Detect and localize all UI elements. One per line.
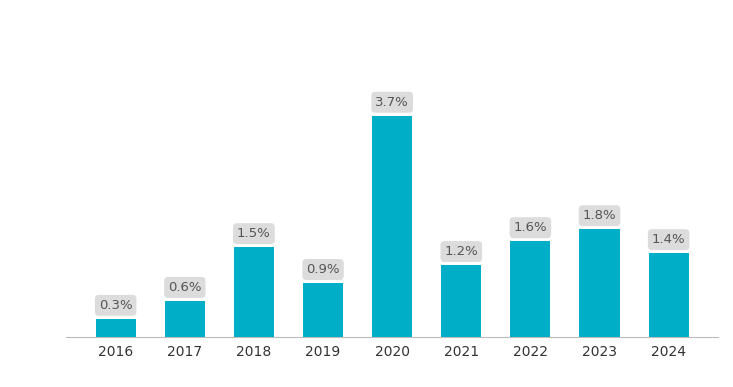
Bar (234, 247, 274, 337)
Text: 0.6%: 0.6% (168, 281, 202, 294)
Bar (95, 319, 136, 337)
Bar (649, 253, 689, 337)
Text: 0.9%: 0.9% (306, 263, 340, 276)
Bar (510, 241, 550, 337)
Text: 1.5%: 1.5% (237, 227, 270, 240)
Bar (372, 116, 412, 337)
Text: 0.3%: 0.3% (99, 299, 133, 312)
Text: % of flights cancelled (within 24hr before departure): % of flights cancelled (within 24hr befo… (98, 18, 635, 36)
Text: 1.2%: 1.2% (444, 245, 478, 258)
Bar (165, 301, 205, 337)
Text: 1.4%: 1.4% (652, 233, 685, 246)
Text: 3.7%: 3.7% (375, 96, 409, 109)
Bar (303, 283, 343, 337)
Text: 1.6%: 1.6% (514, 221, 548, 234)
Text: 1.8%: 1.8% (583, 209, 616, 222)
Bar (580, 229, 619, 337)
Bar (441, 265, 482, 337)
